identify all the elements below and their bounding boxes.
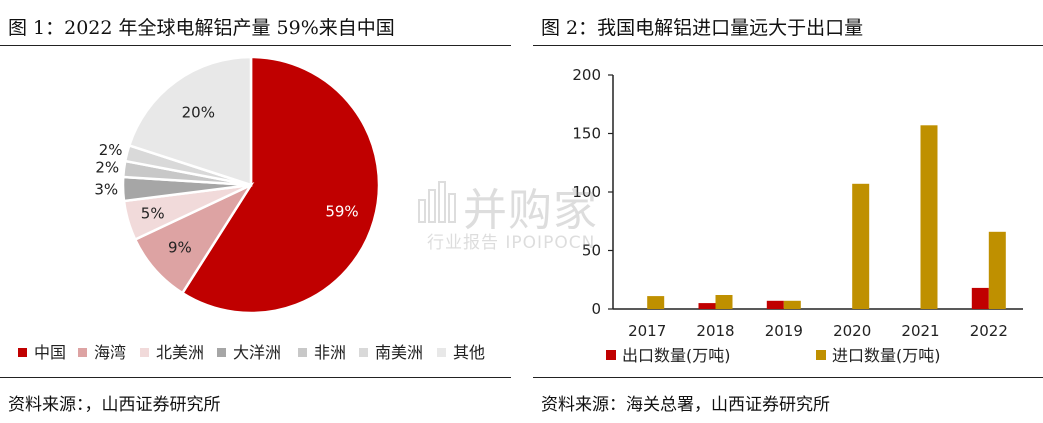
- y-tick-label: 200: [572, 66, 601, 84]
- figure-2-source: 资料来源：海关总署，山西证券研究所: [541, 395, 830, 415]
- figure-1-bottom-rule: [0, 377, 511, 378]
- bar-import-2018: [715, 295, 733, 309]
- legend-label-export: 出口数量(万吨): [622, 346, 731, 365]
- pie-slice-6: [127, 55, 253, 187]
- legend-swatch-6: [437, 348, 446, 357]
- pie-data-label-6: 20%: [182, 104, 215, 122]
- y-tick-label: 50: [582, 242, 601, 260]
- y-tick-label: 150: [572, 125, 601, 143]
- figure-2-top-rule: [533, 45, 1043, 46]
- figure-1-source: 资料来源：，山西证券研究所: [8, 395, 221, 415]
- legend-label-3: 大洋洲: [233, 343, 281, 362]
- bar-export-2018: [698, 303, 716, 309]
- bar-import-2021: [920, 125, 938, 309]
- legend-swatch-5: [359, 348, 368, 357]
- legend-label-5: 南美洲: [375, 343, 423, 362]
- pie-data-label-4: 2%: [95, 158, 119, 176]
- figure-1-title: 图 1：2022 年全球电解铝产量 59%来自中国: [8, 17, 395, 39]
- legend-swatch-0: [18, 348, 27, 357]
- bar-import-2022: [988, 231, 1006, 309]
- x-tick-label: 2019: [765, 322, 803, 340]
- y-tick-label: 100: [572, 183, 601, 201]
- legend-label-0: 中国: [34, 343, 66, 362]
- x-tick-label: 2020: [833, 322, 871, 340]
- legend-swatch-1: [78, 348, 87, 357]
- bar-chart: 0 50 100 150 200 2017 2018 2019 2020 2021 2022 出口数量…: [572, 66, 1023, 365]
- figure-1-top-rule: [0, 45, 511, 46]
- pie-data-label-3: 3%: [94, 180, 118, 198]
- figure-2-title: 图 2：我国电解铝进口量远大于出口量: [541, 17, 864, 39]
- pie-data-label-2: 5%: [141, 205, 165, 223]
- bar-import-2017: [647, 296, 665, 309]
- x-tick-label: 2022: [970, 322, 1008, 340]
- x-tick-label: 2021: [901, 322, 939, 340]
- legend-label-2: 北美洲: [156, 343, 204, 362]
- figure-1-panel: 图 1：2022 年全球电解铝产量 59%来自中国 59% 9% 5% 3% 2% 2% 2…: [0, 0, 511, 423]
- pie-data-label-5: 2%: [99, 141, 123, 159]
- bar-import-2020: [852, 183, 870, 309]
- legend-label-1: 海湾: [94, 343, 126, 362]
- pie-chart: 59% 9%5% 3% 2%2% 20% 中国 海湾 北美洲 大洋洲 非洲 南美洲 其他: [18, 55, 485, 362]
- x-tick-label: 2017: [628, 322, 666, 340]
- y-tick-label: 0: [591, 300, 601, 318]
- bar-export-2022: [971, 287, 989, 309]
- legend-label-6: 其他: [453, 343, 485, 362]
- figure-2-bottom-rule: [533, 377, 1043, 378]
- legend-swatch-export: [606, 350, 616, 360]
- pie-data-label-1: 9%: [168, 239, 192, 257]
- pie-data-label-0: 59%: [325, 202, 358, 220]
- legend-swatch-3: [217, 348, 226, 357]
- legend-label-import: 进口数量(万吨): [832, 346, 941, 365]
- legend-label-4: 非洲: [314, 343, 346, 362]
- legend-swatch-import: [816, 350, 826, 360]
- bar-export-2019: [766, 300, 784, 309]
- x-tick-label: 2018: [696, 322, 734, 340]
- legend-swatch-4: [298, 348, 307, 357]
- bar-import-2019: [783, 300, 801, 309]
- figure-2-panel: 图 2：我国电解铝进口量远大于出口量 0 50 100 150 200 2017 2018 2…: [533, 0, 1043, 423]
- pie-slice-0: [180, 55, 381, 315]
- legend-swatch-2: [140, 348, 149, 357]
